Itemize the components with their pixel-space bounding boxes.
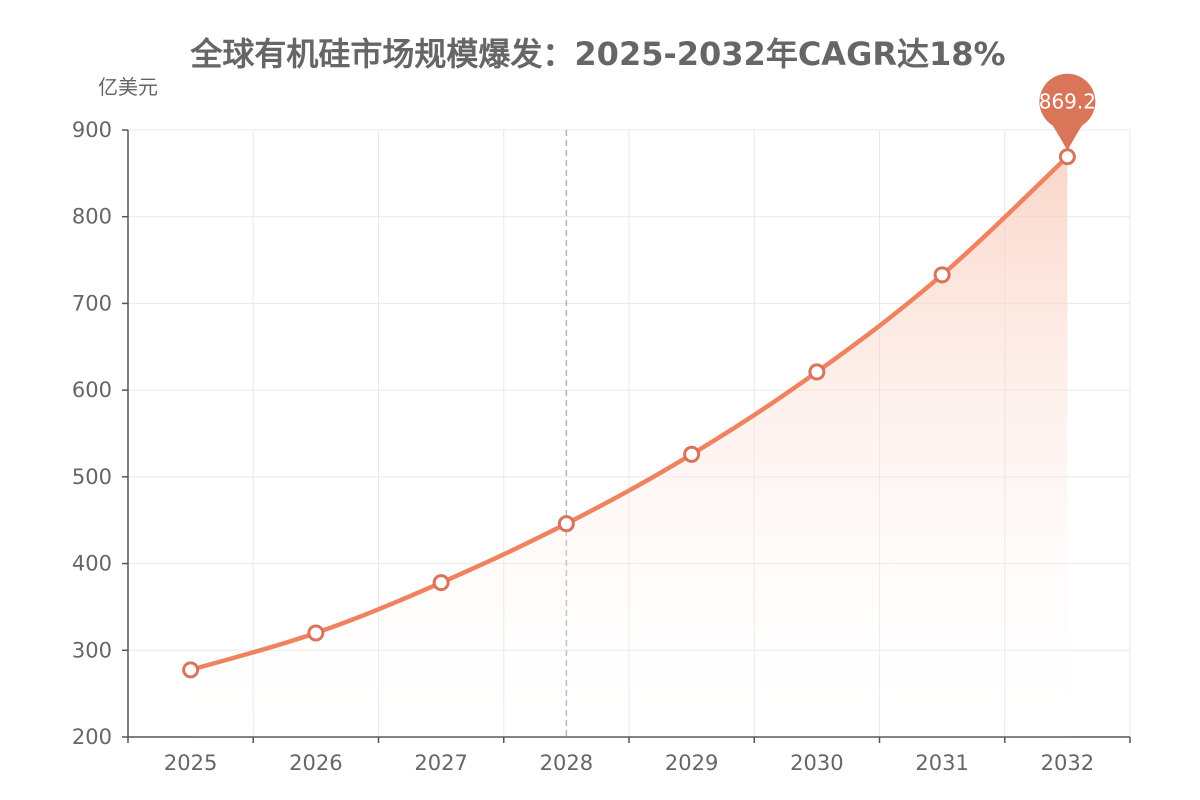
x-tick-label: 2031 xyxy=(915,751,968,775)
y-axis-label: 亿美元 xyxy=(98,75,158,99)
x-tick-label: 2026 xyxy=(289,751,342,775)
data-points xyxy=(182,148,1076,679)
data-point xyxy=(808,363,826,381)
x-tick-label: 2025 xyxy=(164,751,217,775)
data-point xyxy=(432,574,450,592)
y-tick-labels: 200 300 400 500 600 700 800 900 xyxy=(72,118,112,749)
data-point xyxy=(683,445,701,463)
data-point xyxy=(307,624,325,642)
max-pin-label: 869.2 xyxy=(1039,90,1096,114)
area-fill xyxy=(190,156,1068,737)
data-point xyxy=(933,266,951,284)
y-tick-label: 300 xyxy=(72,638,112,662)
x-tick-label: 2028 xyxy=(540,751,593,775)
y-tick-label: 400 xyxy=(72,552,112,576)
y-tick-label: 800 xyxy=(72,205,112,229)
data-point xyxy=(1058,148,1076,166)
max-value-marker: 869.2 xyxy=(1039,73,1096,151)
x-tick-label: 2029 xyxy=(665,751,718,775)
area-fill-group xyxy=(190,156,1068,737)
data-point xyxy=(557,515,575,533)
x-tick-label: 2032 xyxy=(1041,751,1094,775)
data-point xyxy=(182,661,200,679)
x-tick-label: 2027 xyxy=(414,751,467,775)
chart-title: 全球有机硅市场规模爆发：2025-2032年CAGR达18% xyxy=(189,35,1005,73)
x-tick-label: 2030 xyxy=(790,751,843,775)
y-tick-label: 600 xyxy=(72,378,112,402)
y-tick-label: 200 xyxy=(72,725,112,749)
x-tick-labels: 2025 2026 2027 2028 2029 2030 2031 2032 xyxy=(164,751,1094,775)
y-tick-label: 700 xyxy=(72,291,112,315)
y-tick-label: 900 xyxy=(72,118,112,142)
y-tick-label: 500 xyxy=(72,465,112,489)
max-pin-shape xyxy=(1039,73,1096,151)
